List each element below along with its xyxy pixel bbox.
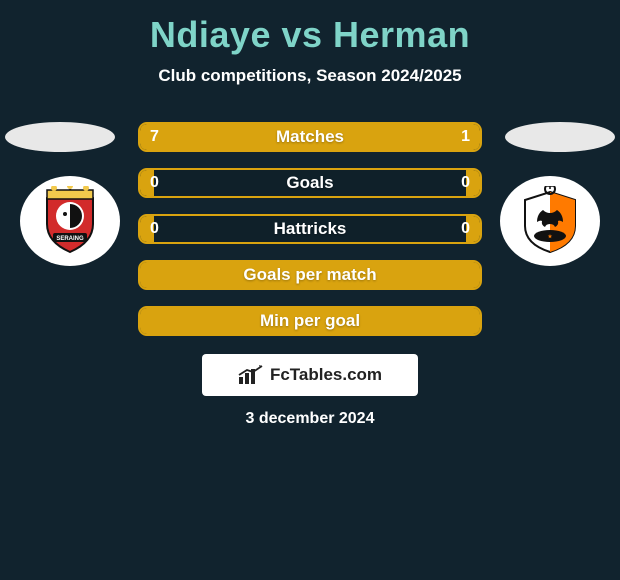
player-left-avatar bbox=[5, 122, 115, 152]
bar-label: Goals per match bbox=[140, 262, 480, 288]
brand-text: FcTables.com bbox=[270, 365, 382, 385]
brand-box: FcTables.com bbox=[202, 354, 418, 396]
bar-row: 00Hattricks bbox=[138, 214, 482, 244]
bar-row: Min per goal bbox=[138, 306, 482, 336]
page-title: Ndiaye vs Herman bbox=[0, 0, 620, 56]
deinze-crest-icon: ★ bbox=[515, 186, 585, 256]
club-badge-left: SERAING bbox=[20, 176, 120, 266]
seraing-crest-icon: SERAING bbox=[35, 186, 105, 256]
subtitle: Club competitions, Season 2024/2025 bbox=[0, 66, 620, 86]
bar-label: Hattricks bbox=[140, 216, 480, 242]
bar-row: 71Matches bbox=[138, 122, 482, 152]
svg-text:★: ★ bbox=[548, 234, 553, 240]
bar-chart-icon bbox=[238, 365, 264, 385]
bar-label: Goals bbox=[140, 170, 480, 196]
bar-row: Goals per match bbox=[138, 260, 482, 290]
club-left-label: SERAING bbox=[56, 236, 84, 242]
bar-label: Min per goal bbox=[140, 308, 480, 334]
club-badge-right: ★ bbox=[500, 176, 600, 266]
bar-row: 00Goals bbox=[138, 168, 482, 198]
date-text: 3 december 2024 bbox=[0, 410, 620, 428]
bar-label: Matches bbox=[140, 124, 480, 150]
comparison-bars: 71Matches 00Goals 00Hattricks Goals per mat… bbox=[138, 122, 482, 352]
player-right-avatar bbox=[505, 122, 615, 152]
